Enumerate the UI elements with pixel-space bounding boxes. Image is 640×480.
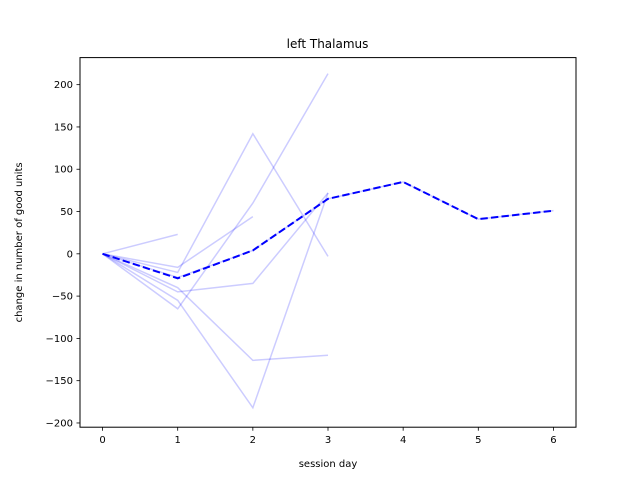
x-axis-label: session day	[299, 459, 358, 470]
mean-layer	[102, 180, 554, 280]
series-layer	[102, 73, 554, 410]
x-tick-label: 1	[175, 435, 181, 446]
mean-line	[102, 180, 554, 280]
series-line-7	[102, 253, 329, 362]
x-axis: 0 1 2 3 4 5 6	[99, 427, 557, 446]
plot-frame	[79, 57, 577, 428]
y-axis: −200 −150 −100 −50 0 50 100 150 200	[46, 80, 80, 429]
series-line-5	[102, 192, 329, 293]
chart-title: left Thalamus	[287, 37, 369, 51]
y-tick-label: −200	[46, 418, 73, 429]
y-tick-label: 0	[67, 249, 73, 260]
x-tick-label: 6	[550, 435, 556, 446]
x-tick-label: 3	[325, 435, 331, 446]
series-line-4	[102, 73, 329, 310]
y-axis-label: change in number of good units	[14, 162, 25, 322]
y-tick-label: −50	[52, 292, 73, 303]
series-line-1	[102, 233, 178, 255]
series-line-6	[102, 192, 329, 410]
x-tick-label: 0	[99, 435, 105, 446]
y-tick-label: −100	[46, 334, 73, 345]
x-tick-label: 2	[250, 435, 256, 446]
x-tick-label: 5	[475, 435, 481, 446]
series-line-2	[102, 215, 254, 269]
y-tick-label: −150	[46, 376, 73, 387]
y-tick-label: 50	[60, 207, 73, 218]
x-tick-label: 4	[400, 435, 406, 446]
y-tick-label: 200	[54, 80, 73, 91]
y-tick-label: 150	[54, 122, 73, 133]
y-tick-label: 100	[54, 165, 73, 176]
series-line-3	[102, 132, 329, 274]
series-line-8	[102, 181, 554, 279]
